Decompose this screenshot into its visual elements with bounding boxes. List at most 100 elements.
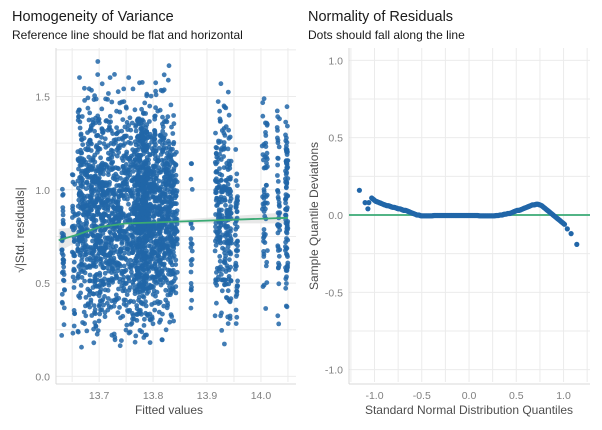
residual-point <box>126 330 132 336</box>
residual-point <box>112 337 118 343</box>
residual-point <box>105 202 111 207</box>
residual-point <box>107 179 112 185</box>
residual-point <box>228 240 234 246</box>
residual-point <box>85 302 91 308</box>
residual-point <box>285 193 290 199</box>
residual-point <box>142 316 147 322</box>
residual-point <box>152 190 158 195</box>
qq-point <box>366 200 372 206</box>
residual-point <box>144 149 150 155</box>
residual-point <box>160 142 165 147</box>
residual-point <box>78 224 84 230</box>
residual-point <box>157 204 163 210</box>
residual-point <box>170 131 176 136</box>
residual-point <box>98 256 104 262</box>
residual-point <box>98 155 103 161</box>
residual-point <box>164 187 170 193</box>
homogeneity-panel: 13.7 13.8 13.9 14.0 0.0 0.5 1.0 1.5 Fitted valu… <box>13 48 296 417</box>
residual-point <box>143 185 148 191</box>
residual-point <box>173 172 179 178</box>
residual-point <box>225 212 231 218</box>
residual-point <box>149 234 155 240</box>
residual-point <box>115 310 121 315</box>
left-x-tick-label: 14.0 <box>251 390 272 402</box>
residual-point <box>135 270 141 275</box>
residual-point <box>222 250 228 256</box>
residual-point <box>141 224 147 230</box>
residual-point <box>130 169 136 174</box>
residual-point <box>119 239 125 245</box>
residual-point <box>114 153 120 159</box>
residual-point <box>162 194 168 200</box>
residual-point <box>165 257 171 262</box>
residual-point <box>107 113 113 119</box>
residual-point <box>227 198 233 204</box>
residual-point <box>285 158 291 164</box>
residual-point <box>127 172 133 178</box>
residual-point <box>165 280 171 286</box>
residual-point <box>116 188 122 193</box>
residual-point <box>101 141 107 147</box>
residual-point <box>85 144 91 150</box>
residual-point <box>101 194 107 200</box>
residual-point <box>284 161 290 167</box>
residual-point <box>144 332 149 338</box>
residual-point <box>228 158 234 164</box>
residual-point <box>147 260 153 265</box>
residual-point <box>161 274 167 280</box>
residual-point <box>127 264 133 270</box>
residual-point <box>171 246 177 251</box>
residual-point <box>153 88 159 94</box>
residual-point <box>261 251 267 257</box>
residual-point <box>75 117 81 123</box>
residual-point <box>161 72 167 78</box>
residual-point <box>138 176 144 182</box>
residual-point <box>107 258 112 264</box>
residual-point <box>133 148 139 153</box>
residual-point <box>111 331 117 337</box>
residual-point <box>101 249 107 255</box>
residual-point <box>97 187 102 193</box>
residual-point <box>95 209 101 215</box>
residual-point <box>275 179 281 184</box>
residual-point <box>261 227 267 232</box>
residual-point <box>233 203 239 209</box>
residual-point <box>78 131 84 137</box>
residual-point <box>77 252 83 258</box>
residual-point <box>115 204 121 209</box>
residual-point <box>118 176 123 181</box>
residual-point <box>171 249 176 255</box>
right-tick-labels: -1.0 -0.5 0.0 0.5 1.0 -1.0 -0.5 0.0 0.5 1.0 <box>325 55 571 402</box>
residual-point <box>128 322 134 327</box>
residual-point <box>147 119 152 124</box>
residual-point <box>87 288 93 294</box>
residual-point <box>147 207 153 213</box>
residual-point <box>105 156 111 162</box>
residual-point <box>172 225 178 230</box>
residual-point <box>95 232 101 238</box>
residual-point <box>148 93 154 99</box>
residual-point <box>135 200 140 206</box>
residual-point <box>140 189 146 195</box>
residual-point <box>275 190 281 195</box>
residual-point <box>85 211 90 217</box>
residual-point <box>227 299 233 305</box>
residual-point <box>148 183 153 189</box>
residual-point <box>113 292 119 298</box>
right-x-axis-label: Standard Normal Distribution Quantiles <box>365 403 573 417</box>
residual-point <box>114 183 120 189</box>
residual-point <box>60 300 65 306</box>
residual-point <box>233 178 239 184</box>
residual-point <box>121 99 127 104</box>
right-points <box>356 187 580 247</box>
residual-point <box>77 175 82 181</box>
residual-point <box>171 182 176 188</box>
residual-point <box>169 124 174 130</box>
residual-point <box>141 294 147 300</box>
residual-point <box>173 262 179 267</box>
residual-point <box>124 292 130 297</box>
residual-point <box>97 273 103 278</box>
residual-point <box>138 299 144 305</box>
residual-point <box>173 276 178 281</box>
residual-point <box>160 148 165 154</box>
